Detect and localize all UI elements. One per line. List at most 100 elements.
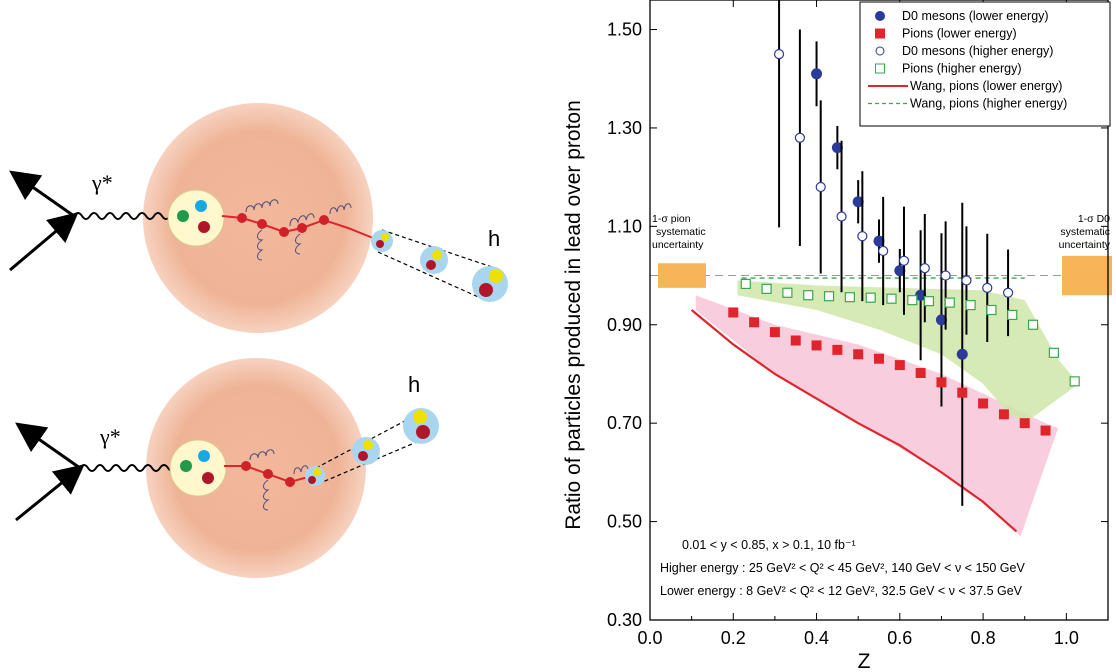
point-s3-p11 — [965, 299, 976, 311]
point-s1-p3 — [790, 335, 801, 346]
y-tick-label-2: 0.70 — [607, 413, 642, 433]
point-s2-p8 — [940, 270, 951, 281]
d0-syst-label-1: 1-σ D0 — [1078, 213, 1110, 225]
point-s1-p2 — [769, 327, 780, 338]
gluons-top — [245, 199, 352, 261]
parton-blob-bottom — [169, 439, 227, 497]
string-knots-bottom — [241, 461, 295, 487]
hadron-large-quark-top — [489, 269, 503, 283]
point-s1-p15 — [1040, 425, 1051, 436]
point-s2-p2 — [815, 181, 826, 193]
x-tick-label-5: 1.0 — [1054, 628, 1079, 648]
top-scene: γ* h — [9, 103, 508, 333]
quark-green-bottom — [180, 460, 192, 472]
tube-lower-top — [377, 251, 486, 301]
plot-frame — [649, 0, 1109, 621]
point-s2-p5 — [878, 245, 889, 257]
legend: D0 mesons (lower energy) Pions (lower ene… — [859, 1, 1111, 127]
hadron-label-top: h — [488, 226, 500, 251]
x-axis-label: Z — [858, 650, 871, 672]
x-tick-label-1: 0.2 — [721, 628, 746, 648]
point-s1-p8 — [894, 360, 905, 371]
point-s1-p1 — [749, 317, 760, 328]
quark-red-bottom — [202, 472, 214, 484]
point-s2-p0 — [773, 49, 785, 60]
point-s0-p1 — [831, 142, 843, 154]
point-s3-p10 — [944, 297, 955, 308]
hadron-small-antiquark-bottom — [308, 476, 316, 484]
point-s2-p6 — [898, 255, 910, 266]
legend-label-2: D0 mesons (higher energy) — [902, 44, 1053, 58]
hadron-small-quark-top — [381, 233, 389, 241]
band-1 — [737, 280, 1079, 424]
hadron-mid-quark-bottom — [363, 440, 373, 450]
theory-bands — [695, 280, 1079, 537]
theory-lines — [690, 277, 1025, 533]
quark-blue-bottom — [198, 450, 210, 462]
outgoing-lepton-bottom — [15, 422, 81, 470]
point-s0-p0 — [811, 68, 823, 80]
hadron-mid-antiquark-top — [426, 260, 436, 270]
point-s3-p4 — [823, 291, 835, 302]
point-s2-p9 — [961, 275, 972, 286]
point-s1-p9 — [915, 367, 926, 378]
data-points — [728, 0, 1080, 506]
hadron-large-quark-bottom — [413, 410, 427, 424]
point-s1-p12 — [978, 398, 989, 409]
lower-energy-annotation: Lower energy : 8 GeV² < Q² < 12 GeV², 32… — [660, 584, 1023, 598]
hadron-label-bottom: h — [408, 372, 420, 397]
quark-red-top — [198, 221, 210, 233]
legend-box — [859, 1, 1111, 127]
point-s1-p5 — [832, 344, 843, 355]
photon-line-top — [73, 212, 171, 220]
point-s3-p14 — [1027, 319, 1039, 330]
x-tick-label-0: 0.0 — [637, 628, 662, 648]
hadron-small-antiquark-top — [376, 240, 384, 248]
point-s3-p7 — [886, 293, 897, 304]
point-s1-p6 — [853, 349, 864, 360]
x-tick-label-2: 0.4 — [804, 628, 829, 648]
point-s3-p15 — [1048, 347, 1059, 358]
point-s3-p12 — [986, 304, 997, 316]
point-s0-p5 — [915, 289, 927, 301]
incoming-lepton-top — [9, 212, 79, 272]
legend-marker-2 — [875, 46, 885, 56]
parton-blob-top — [167, 189, 225, 247]
point-s2-p10 — [982, 282, 993, 293]
hadron-mid-quark-top — [432, 250, 442, 260]
higher-energy-annotation: Higher energy : 25 GeV² < Q² < 45 GeV², … — [660, 561, 1025, 575]
photon-label-bottom: γ* — [99, 424, 121, 449]
point-s1-p0 — [728, 307, 739, 318]
kinematics-annotation: 0.01 < y < 0.85, x > 0.1, 10 fb⁻¹ — [682, 538, 856, 552]
x-tick-label-3: 0.6 — [887, 628, 912, 648]
point-s0-p6 — [935, 314, 947, 326]
y-tick-label-6: 1.50 — [607, 20, 642, 40]
pion-syst-label-1: 1-σ pion — [652, 213, 691, 225]
point-s1-p11 — [957, 387, 968, 398]
point-s2-p3 — [836, 211, 847, 222]
point-s0-p7 — [956, 348, 968, 360]
point-s0-p4 — [894, 265, 906, 277]
point-s2-p11 — [1002, 287, 1014, 298]
point-s3-p16 — [1069, 376, 1080, 387]
point-s1-p10 — [936, 377, 947, 388]
legend-label-3: Pions (higher energy) — [902, 62, 1022, 76]
point-s2-p4 — [857, 231, 868, 242]
d0-syst-label-3: uncertainty — [1059, 239, 1111, 251]
point-s2-p1 — [794, 132, 805, 143]
pion-syst-label-3: uncertainty — [652, 239, 704, 251]
d0-syst-label-2: systematic — [1060, 226, 1110, 238]
legend-label-0: D0 mesons (lower energy) — [902, 9, 1049, 23]
quark-green-top — [177, 210, 189, 222]
hadronization-diagram: γ* h γ* — [9, 103, 508, 578]
legend-label-4: Wang, pions (lower energy) — [910, 79, 1062, 93]
point-s2-p7 — [919, 263, 930, 274]
ratio-chart: 0.0 0.2 0.4 0.6 0.8 1.0 0.30 0.50 0.70 0.90 1.10 1.… — [562, 0, 1112, 672]
nucleus-top — [143, 103, 373, 333]
band-0 — [695, 295, 1059, 537]
point-s0-p2 — [852, 196, 864, 208]
hadron-mid-antiquark-bottom — [358, 451, 368, 461]
legend-marker-3 — [875, 63, 885, 74]
series-line-4 — [690, 309, 1018, 533]
incoming-lepton-bottom — [15, 464, 85, 522]
